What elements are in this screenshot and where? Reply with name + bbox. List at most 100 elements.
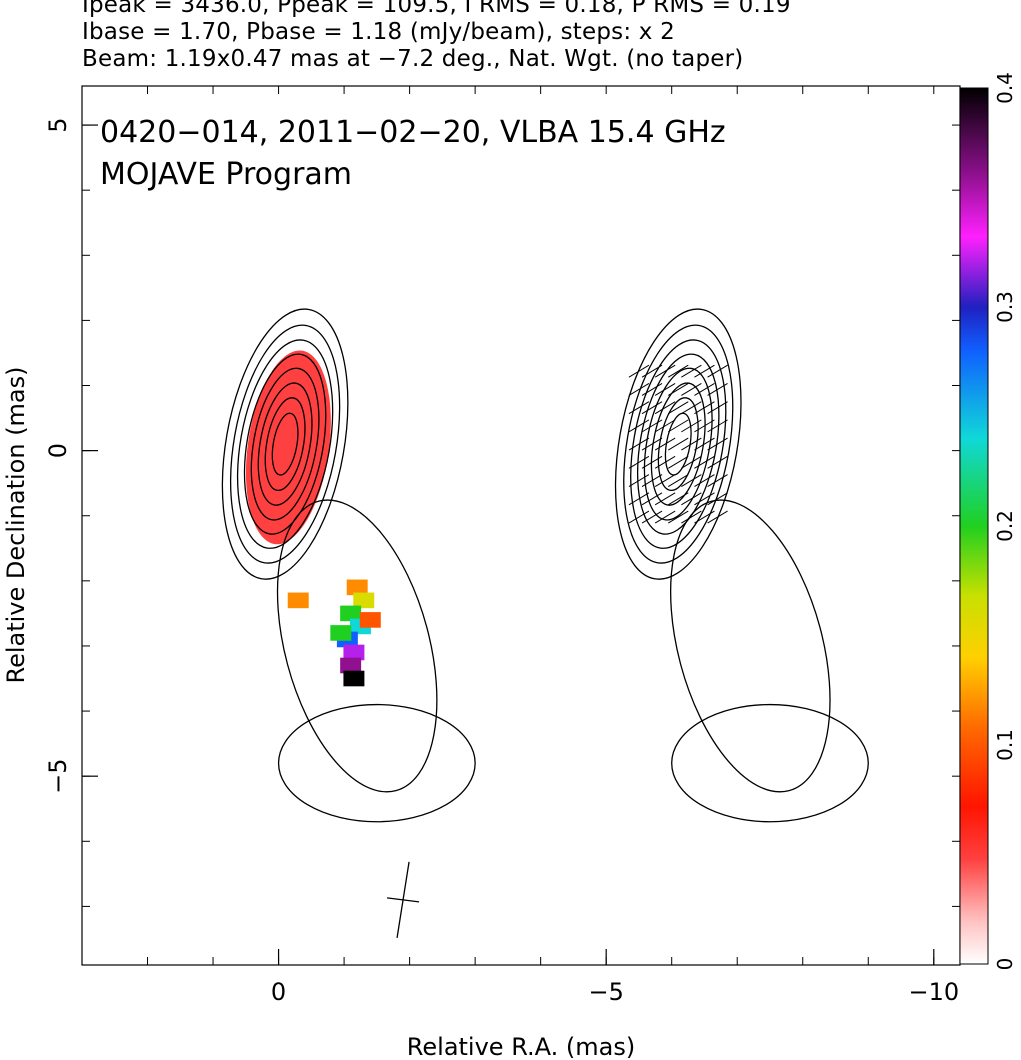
evpa-tick — [707, 474, 728, 488]
evpa-tick — [654, 437, 676, 451]
evpa-tick — [681, 364, 702, 378]
colorbar-tick-label: 0.1 — [993, 729, 1017, 761]
evpa-tick — [654, 510, 676, 524]
evpa-tick — [654, 382, 676, 396]
chart-subtitle: MOJAVE Program — [100, 157, 352, 192]
evpa-tick — [628, 364, 650, 378]
evpa-tick — [628, 510, 650, 524]
evpa-tick — [667, 455, 689, 469]
evpa-tick — [628, 401, 650, 415]
evpa-tick — [707, 382, 728, 396]
colorbar-ticks: 0 0.1 0.2 0.3 0.4 — [993, 72, 1017, 970]
evpa-tick — [667, 382, 689, 396]
evpa-tick — [681, 474, 702, 488]
y-tick-label: −5 — [44, 758, 72, 793]
evpa-tick — [641, 474, 663, 488]
evpa-tick — [707, 401, 728, 415]
evpa-tick — [681, 437, 702, 451]
evpa-tick — [654, 474, 676, 488]
jet-contour — [669, 499, 831, 793]
evpa-tick — [707, 437, 728, 451]
jet-outer-contour — [671, 703, 869, 823]
y-tick-label: 5 — [44, 117, 72, 132]
evpa-tick — [694, 419, 715, 433]
evpa-tick — [681, 382, 702, 396]
colorbar-tick-label: 0.3 — [993, 291, 1017, 323]
map-content — [221, 308, 869, 938]
evpa-tick — [667, 492, 689, 506]
evpa-tick — [654, 419, 676, 433]
evpa-tick — [641, 437, 663, 451]
evpa-tick — [628, 492, 650, 506]
jet-outer-contour — [277, 703, 476, 823]
evpa-tick — [667, 364, 689, 378]
evpa-tick — [628, 419, 650, 433]
evpa-tick — [628, 455, 650, 469]
fracpol-jet-pixel — [343, 644, 365, 661]
fracpol-jet-pixel — [359, 612, 381, 628]
contour-level — [614, 308, 742, 580]
fracpol-jet-pixel — [340, 657, 362, 674]
plot-frame — [81, 85, 961, 966]
evpa-tick — [667, 401, 689, 415]
header-line-base: Ibase = 1.70, Pbase = 1.18 (mJy/beam), s… — [82, 19, 675, 45]
evpa-tick — [654, 364, 676, 378]
evpa-tick — [628, 437, 650, 451]
evpa-tick — [681, 419, 702, 433]
evpa-tick — [694, 510, 715, 524]
contour-panel-right — [614, 308, 869, 823]
contour-level — [664, 412, 692, 476]
fracpol-core-patch — [245, 350, 331, 545]
y-axis-label: Relative Declination (mas) — [2, 366, 30, 683]
evpa-tick — [681, 401, 702, 415]
evpa-tick — [628, 382, 650, 396]
evpa-tick — [641, 364, 663, 378]
x-tick-label: −5 — [588, 978, 623, 1006]
contour-panel-left — [221, 308, 476, 823]
evpa-tick — [694, 474, 715, 488]
evpa-tick — [707, 455, 728, 469]
evpa-tick — [681, 492, 702, 506]
evpa-tick — [694, 382, 715, 396]
jet-contour — [276, 499, 438, 793]
evpa-tick — [641, 510, 663, 524]
contour-level — [264, 397, 306, 492]
fracpol-jet-pixel — [340, 605, 362, 622]
evpa-tick — [641, 455, 663, 469]
fracpol-jet-pixel — [343, 670, 365, 687]
colorbar-tick-label: 0.2 — [993, 510, 1017, 542]
evpa-tick — [681, 510, 702, 524]
fracpol-jet-pixel — [330, 625, 352, 641]
x-tick-label: 0 — [271, 978, 286, 1006]
contour-level — [236, 339, 334, 549]
contour-level — [636, 353, 720, 535]
evpa-tick — [654, 455, 676, 469]
evpa-tick — [628, 474, 650, 488]
evpa-tick — [694, 364, 715, 378]
evpa-tick — [707, 492, 728, 506]
evpa-tick — [667, 419, 689, 433]
evpa-tick — [681, 455, 702, 469]
evpa-tick — [641, 382, 663, 396]
x-tick-label: −10 — [908, 978, 959, 1006]
contour-level — [623, 324, 734, 564]
evpa-tick — [667, 510, 689, 524]
evpa-tick — [694, 492, 715, 506]
evpa-tick — [694, 455, 715, 469]
evpa-tick — [694, 437, 715, 451]
contour-level — [257, 382, 313, 506]
contour-level — [650, 382, 706, 506]
evpa-tick — [707, 419, 728, 433]
evpa-tick — [667, 437, 689, 451]
evpa-tick — [694, 401, 715, 415]
colorbar — [959, 87, 989, 965]
contour-level — [221, 308, 349, 580]
evpa-tick — [654, 492, 676, 506]
evpa-tick — [707, 364, 728, 378]
contour-level — [229, 324, 341, 564]
header-line-beam: Beam: 1.19x0.47 mas at −7.2 deg., Nat. W… — [82, 46, 744, 72]
colorbar-tick-label: 0 — [993, 958, 1017, 971]
contour-level — [250, 367, 320, 521]
beam-minor-axis — [386, 897, 420, 903]
